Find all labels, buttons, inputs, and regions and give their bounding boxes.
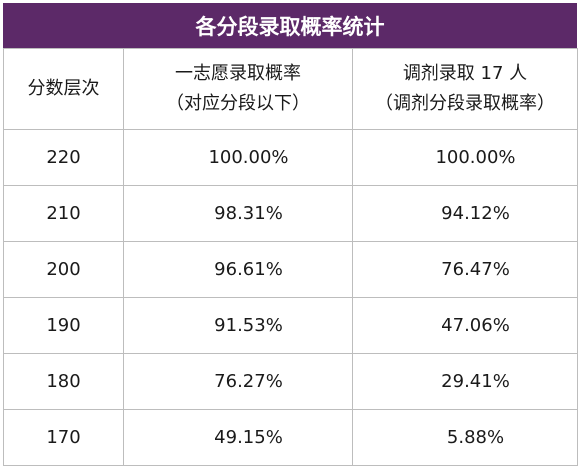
header-first-choice-line2: （对应分段以下） [166, 93, 310, 114]
header-adjustment-line1: 调剂录取 17 人 [402, 63, 528, 84]
first-choice-cell: 91.53% [123, 297, 353, 354]
adjustment-cell: 100.00% [352, 129, 578, 186]
table-row: 210 98.31% 94.12% [3, 185, 578, 242]
table-row: 170 49.15% 5.88% [3, 409, 578, 466]
adjustment-cell: 29.41% [352, 353, 578, 410]
header-score-level-label: 分数层次 [27, 78, 100, 99]
table-row: 180 76.27% 29.41% [3, 353, 578, 410]
header-adjustment: 调剂录取 17 人 （调剂分段录取概率） [352, 48, 578, 130]
score-cell: 210 [3, 185, 124, 242]
score-cell: 200 [3, 241, 124, 298]
adjustment-cell: 94.12% [352, 185, 578, 242]
probability-table: 分数层次 一志愿录取概率 （对应分段以下） 调剂录取 17 人 （调剂分段录取概… [3, 48, 578, 466]
adjustment-cell: 5.88% [352, 409, 578, 466]
score-cell: 180 [3, 353, 124, 410]
adjustment-cell: 47.06% [352, 297, 578, 354]
header-row: 分数层次 一志愿录取概率 （对应分段以下） 调剂录取 17 人 （调剂分段录取概… [3, 48, 578, 130]
table-row: 200 96.61% 76.47% [3, 241, 578, 298]
first-choice-cell: 49.15% [123, 409, 353, 466]
first-choice-cell: 76.27% [123, 353, 353, 410]
adjustment-cell: 76.47% [352, 241, 578, 298]
table-row: 190 91.53% 47.06% [3, 297, 578, 354]
first-choice-cell: 98.31% [123, 185, 353, 242]
first-choice-cell: 100.00% [123, 129, 353, 186]
score-cell: 220 [3, 129, 124, 186]
score-cell: 170 [3, 409, 124, 466]
table-row: 220 100.00% 100.00% [3, 129, 578, 186]
header-adjustment-line2: （调剂分段录取概率） [375, 93, 555, 114]
header-first-choice-line1: 一志愿录取概率 [175, 63, 301, 84]
header-score-level: 分数层次 [3, 48, 124, 130]
admission-probability-table-container: 各分段录取概率统计 分数层次 一志愿录取概率 （对应分段以下） 调剂录取 17 … [3, 3, 578, 466]
header-first-choice: 一志愿录取概率 （对应分段以下） [123, 48, 353, 130]
score-cell: 190 [3, 297, 124, 354]
table-title: 各分段录取概率统计 [3, 3, 577, 48]
first-choice-cell: 96.61% [123, 241, 353, 298]
